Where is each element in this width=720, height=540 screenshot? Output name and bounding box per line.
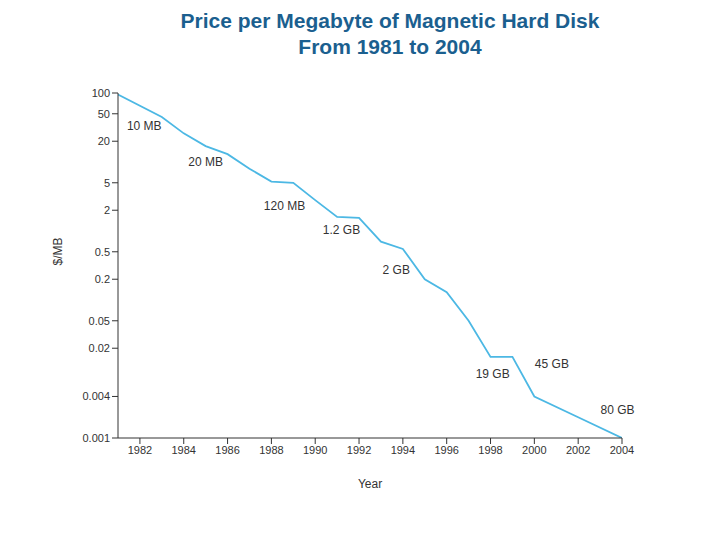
- html-text:Price per Megabyte of Magnetic: Price per Megabyte of Magnetic Hard Disk…: [180, 9, 600, 58]
- svg-text:1996: 1996: [434, 444, 458, 456]
- svg-text:80 GB: 80 GB: [601, 403, 635, 417]
- svg-text:Year: Year: [358, 477, 382, 491]
- svg-text:5: 5: [104, 177, 110, 189]
- svg-text:10 MB: 10 MB: [127, 119, 162, 133]
- svg-text:1990: 1990: [303, 444, 327, 456]
- svg-text:0.2: 0.2: [95, 273, 110, 285]
- svg-text:19 GB: 19 GB: [476, 367, 510, 381]
- svg-text:1982: 1982: [128, 444, 152, 456]
- svg-text:2004: 2004: [610, 444, 634, 456]
- svg-text:1994: 1994: [391, 444, 415, 456]
- svg-text:2 GB: 2 GB: [383, 263, 410, 277]
- svg-text:1984: 1984: [171, 444, 195, 456]
- svg-text:20 MB: 20 MB: [188, 155, 223, 169]
- svg-text:50: 50: [98, 108, 110, 120]
- svg-text:1988: 1988: [259, 444, 283, 456]
- svg-text:0.004: 0.004: [82, 390, 110, 402]
- svg-text:2002: 2002: [566, 444, 590, 456]
- svg-text:0.02: 0.02: [89, 342, 110, 354]
- svg-text:100: 100: [92, 87, 110, 99]
- svg-text:1986: 1986: [215, 444, 239, 456]
- svg-text:$/MB: $/MB: [51, 237, 65, 265]
- svg-text:45 GB: 45 GB: [535, 357, 569, 371]
- svg-text:120 MB: 120 MB: [264, 199, 305, 213]
- svg-text:1998: 1998: [478, 444, 502, 456]
- svg-text:0.5: 0.5: [95, 246, 110, 258]
- svg-text:20: 20: [98, 135, 110, 147]
- svg-text:1992: 1992: [347, 444, 371, 456]
- svg-text:0.05: 0.05: [89, 315, 110, 327]
- svg-text:2: 2: [104, 204, 110, 216]
- svg-text:0.001: 0.001: [82, 432, 110, 444]
- svg-text:2000: 2000: [522, 444, 546, 456]
- svg-text:1.2 GB: 1.2 GB: [323, 223, 360, 237]
